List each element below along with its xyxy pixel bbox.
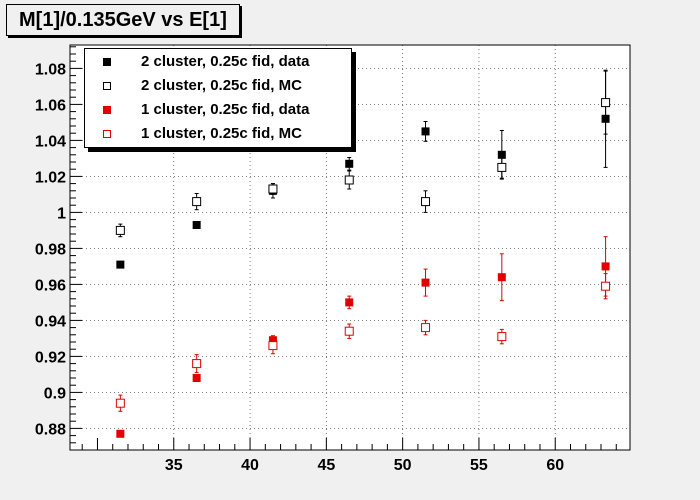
y-tick-label: 0.92 <box>35 349 66 366</box>
y-tick-label: 0.88 <box>35 421 66 438</box>
legend-marker-open-red <box>103 130 111 138</box>
y-tick-label: 0.94 <box>35 313 66 330</box>
y-tick-label: 1.08 <box>35 61 66 78</box>
data-point <box>192 197 202 207</box>
data-point <box>116 429 125 438</box>
data-point <box>497 150 506 159</box>
legend-entry: 2 cluster, 0.25c fid, data <box>85 51 351 75</box>
data-point <box>421 278 430 287</box>
y-tick-label: 0.96 <box>35 277 66 294</box>
legend-label: 2 cluster, 0.25c fid, data <box>141 53 310 70</box>
x-tick-label: 50 <box>394 457 412 474</box>
x-tick-label: 35 <box>165 457 183 474</box>
legend-entry: 1 cluster, 0.25c fid, data <box>85 99 351 123</box>
data-point <box>115 225 125 235</box>
data-point <box>421 127 430 136</box>
data-point <box>192 221 201 229</box>
data-point <box>116 260 125 269</box>
legend-label: 2 cluster, 0.25c fid, MC <box>141 77 302 94</box>
y-tick-label: 0.9 <box>44 385 66 402</box>
legend: 2 cluster, 0.25c fid, data 2 cluster, 0.… <box>84 48 352 148</box>
legend-label: 1 cluster, 0.25c fid, MC <box>141 125 302 142</box>
data-point <box>601 262 610 271</box>
data-point <box>601 281 611 291</box>
y-tick-label: 1 <box>57 205 66 222</box>
data-point <box>345 298 354 307</box>
data-point <box>344 175 354 185</box>
data-point <box>421 197 431 207</box>
data-point <box>268 184 278 194</box>
data-point <box>268 341 278 351</box>
data-point <box>192 374 201 382</box>
data-point <box>115 398 125 408</box>
chart-title: M[1]/0.135GeV vs E[1] <box>6 4 240 36</box>
plot-frame <box>69 44 631 451</box>
legend-label: 1 cluster, 0.25c fid, data <box>141 101 310 118</box>
legend-entry: 2 cluster, 0.25c fid, MC <box>85 75 351 99</box>
data-point <box>601 98 611 108</box>
legend-marker-filled-black <box>103 58 111 66</box>
x-tick-label: 40 <box>241 457 259 474</box>
legend-marker-open-black <box>103 82 111 90</box>
data-point <box>497 332 507 342</box>
y-tick-label: 1.04 <box>35 133 66 150</box>
data-point <box>497 273 506 282</box>
data-point <box>497 162 507 172</box>
data-point <box>421 323 431 333</box>
data-point <box>345 159 354 168</box>
data-point <box>192 359 202 369</box>
x-tick-label: 45 <box>317 457 335 474</box>
data-point <box>344 326 354 336</box>
y-tick-label: 1.06 <box>35 97 66 114</box>
x-tick-label: 60 <box>546 457 564 474</box>
y-tick-label: 0.98 <box>35 241 66 258</box>
x-tick-label: 55 <box>470 457 488 474</box>
legend-entry: 1 cluster, 0.25c fid, MC <box>85 123 351 147</box>
y-tick-label: 1.02 <box>35 169 66 186</box>
legend-marker-filled-red <box>103 106 111 114</box>
